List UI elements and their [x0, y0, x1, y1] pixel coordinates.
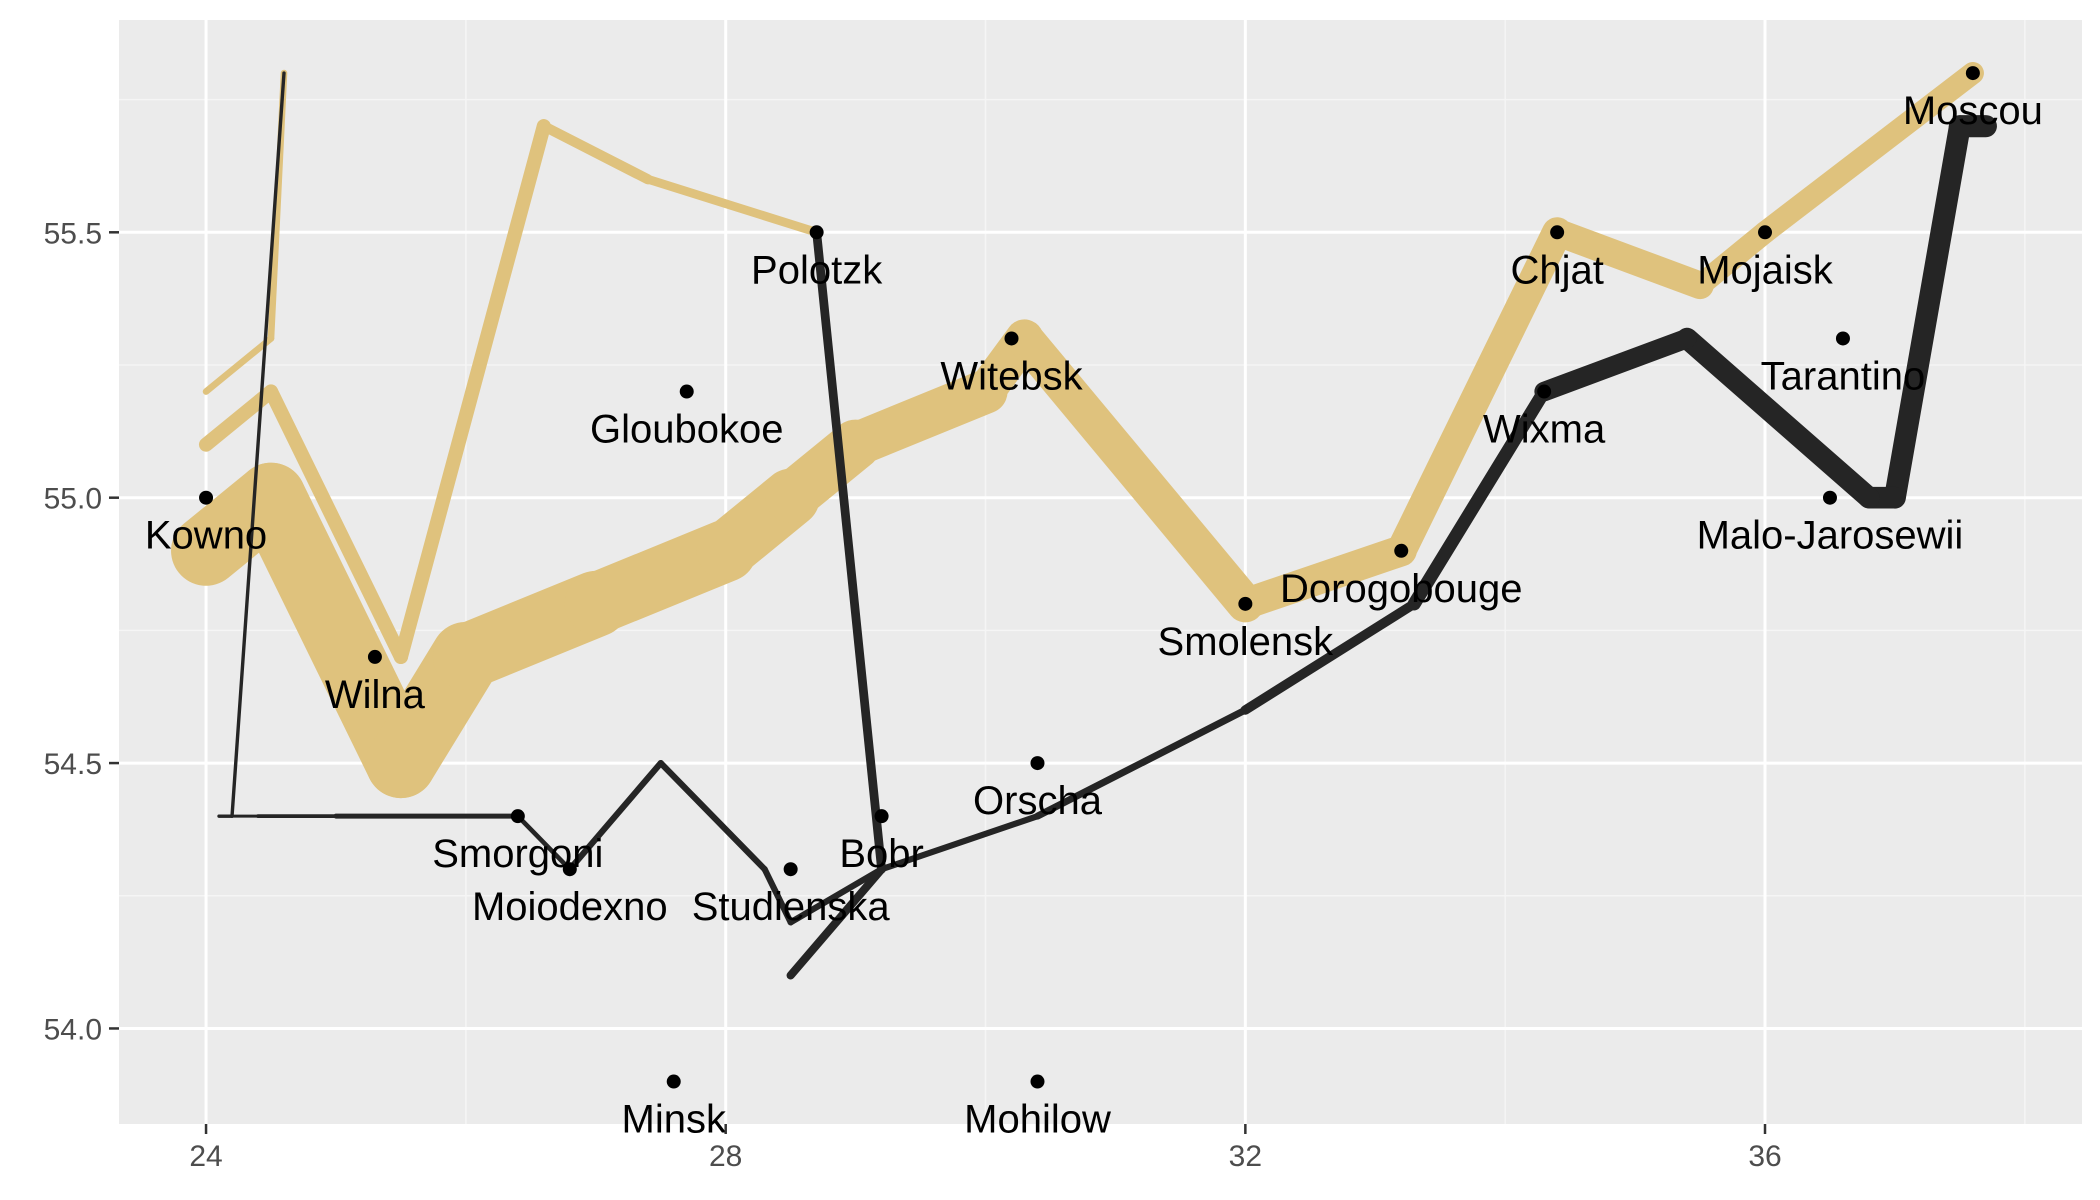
city-point: [1004, 331, 1019, 346]
x-tick-label: 24: [189, 1140, 222, 1173]
city-point: [367, 649, 382, 664]
route-segment: [230, 71, 286, 818]
city-point: [1822, 490, 1837, 505]
city-label: Dorogobouge: [1280, 567, 1522, 611]
city-points: [199, 66, 1980, 1089]
route-segment: [202, 335, 275, 395]
city-point: [1550, 225, 1565, 240]
route-segment: [1240, 599, 1420, 715]
route-segment: [787, 866, 885, 926]
route-segment: [235, 462, 436, 799]
city-point: [809, 225, 824, 240]
x-axis: 24 28 32 36: [189, 1124, 1782, 1173]
city-point: [874, 809, 889, 824]
route-segment: [538, 121, 653, 185]
city-point: [510, 809, 525, 824]
route-retreat-group-2: [786, 227, 886, 980]
route-segment: [393, 119, 551, 665]
route-segment: [1753, 62, 1984, 244]
city-point: [562, 862, 577, 877]
grid-major: [119, 20, 2082, 1124]
city-label: Mojaisk: [1697, 248, 1834, 292]
city-point: [1030, 1074, 1045, 1089]
route-segment: [515, 813, 573, 872]
y-axis: 54.0 54.5 55.0 55.5: [44, 217, 119, 1046]
x-tick-label: 36: [1748, 1140, 1781, 1173]
route-paths: [171, 62, 1997, 980]
city-point: [783, 862, 798, 877]
city-label: Smolensk: [1158, 620, 1335, 664]
city-label: Gloubokoe: [590, 408, 783, 452]
city-label: Moiodexno: [472, 885, 668, 929]
route-segment: [1543, 218, 1714, 300]
city-labels: Kowno Wilna Smorgoni Moiodexno Gloubokoe Mins…: [145, 89, 2043, 1141]
city-label: Studienska: [692, 885, 891, 929]
route-segment: [1688, 221, 1777, 297]
x-tick-label: 28: [709, 1140, 742, 1173]
city-point: [1965, 66, 1980, 81]
route-segment: [1033, 706, 1249, 820]
route-retreat-group-1: [217, 115, 1997, 926]
y-tick-label: 55.0: [44, 483, 102, 516]
city-label: Tarantino: [1761, 354, 1926, 398]
city-label: Moscou: [1903, 89, 2043, 133]
city-label: Minsk: [622, 1098, 727, 1142]
route-segment: [761, 866, 794, 926]
y-tick-label: 55.5: [44, 217, 102, 250]
city-label: Witebsk: [940, 354, 1083, 398]
city-point: [1238, 596, 1253, 611]
city-label: Wilna: [325, 673, 426, 717]
x-tick-label: 32: [1229, 1140, 1262, 1173]
city-label: Bobr: [839, 832, 924, 876]
route-segment: [1005, 319, 1264, 623]
city-label: Mohilow: [964, 1098, 1111, 1142]
route-segment: [1884, 115, 1971, 509]
city-point: [1394, 543, 1409, 558]
y-tick-label: 54.0: [44, 1013, 102, 1046]
city-point: [1758, 225, 1773, 240]
route-retreat-group-3: [217, 71, 286, 818]
city-point: [666, 1074, 681, 1089]
city-point: [199, 490, 214, 505]
city-point: [1835, 331, 1850, 346]
city-point: [1030, 756, 1045, 771]
route-advance-group-1: [171, 62, 1984, 799]
route-segment: [1676, 327, 1880, 509]
route-segment: [1534, 328, 1697, 402]
city-label: Chjat: [1510, 248, 1603, 292]
route-segment: [643, 174, 822, 237]
route-segment: [833, 369, 1008, 467]
route-segment: [657, 759, 768, 873]
city-label: Polotzk: [751, 248, 883, 292]
route-segment: [812, 227, 886, 874]
city-label: Wixma: [1483, 408, 1606, 452]
city-label: Kowno: [145, 514, 267, 558]
route-segment: [1386, 217, 1573, 566]
city-label: Malo-Jarosewii: [1697, 514, 1964, 558]
route-advance-group-2: [198, 119, 822, 665]
y-tick-label: 54.5: [44, 748, 102, 781]
route-segment: [566, 759, 664, 873]
plot-panel: [119, 20, 2082, 1124]
city-label: Smorgoni: [432, 832, 603, 876]
city-label: Orscha: [973, 779, 1103, 823]
route-segment: [263, 384, 408, 665]
route-segment: [878, 813, 1041, 873]
city-point: [1537, 384, 1552, 399]
route-segment: [786, 865, 886, 980]
route-segment: [1407, 384, 1551, 611]
city-point: [679, 384, 694, 399]
route-segment: [1229, 535, 1417, 620]
